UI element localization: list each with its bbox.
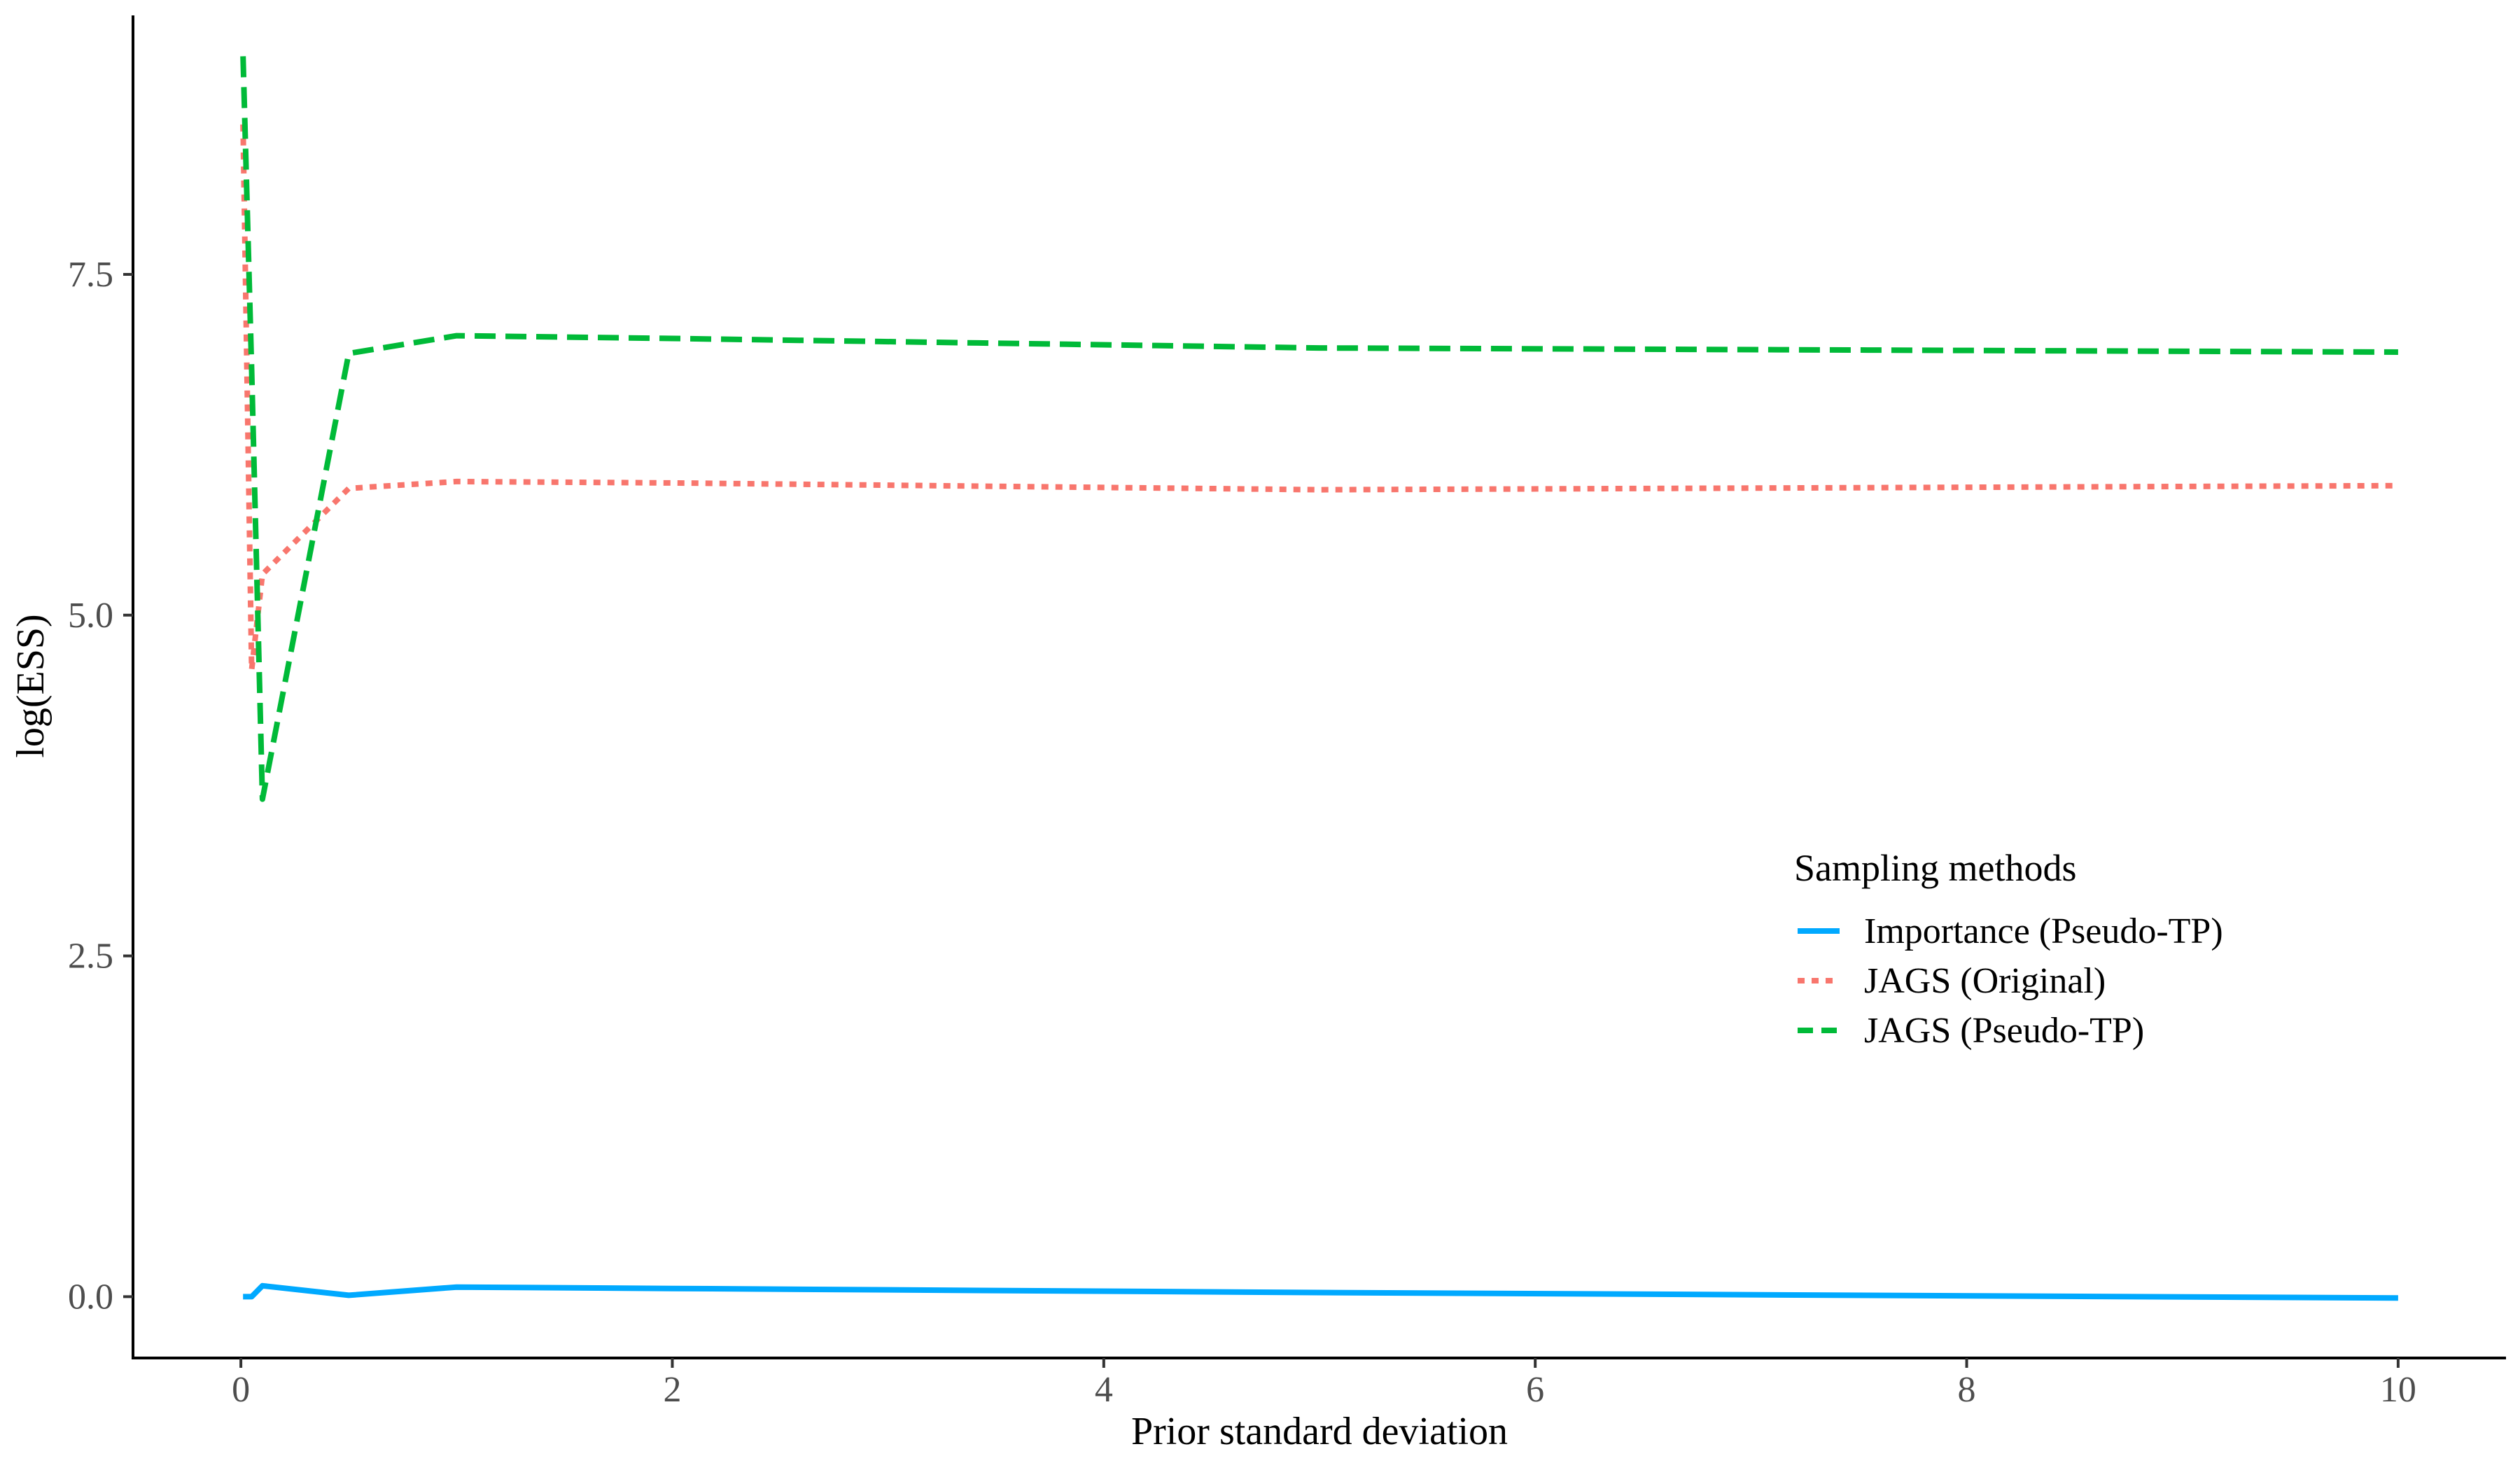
x-tick-label: 10: [2380, 1370, 2416, 1410]
legend-items: Importance (Pseudo-TP) JAGS (Original) JAG…: [1798, 911, 2223, 1051]
y-tick-label: 7.5: [68, 255, 113, 295]
series-line-3: [240, 56, 2398, 802]
legend-label-2: JAGS (Original): [1864, 961, 2106, 1001]
legend-label-1: Importance (Pseudo-TP): [1864, 911, 2223, 951]
series-line-1: [243, 1282, 2398, 1301]
y-tick-label: 2.5: [68, 937, 113, 976]
x-tick-label: 8: [1958, 1370, 1976, 1410]
legend-title: Sampling methods: [1794, 847, 2077, 889]
y-tick-label: 5.0: [68, 596, 113, 636]
x-tick-label: 4: [1095, 1370, 1113, 1410]
x-axis-ticks: 0 2 4 6 8 10: [232, 1358, 2416, 1410]
x-tick-label: 0: [232, 1370, 250, 1410]
y-axis-title: log(ESS): [9, 614, 52, 757]
series-lines: [240, 56, 2398, 1301]
legend-label-3: JAGS (Pseudo-TP): [1864, 1011, 2144, 1051]
legend: Sampling methods Importance (Pseudo-TP) J…: [1794, 847, 2223, 1051]
y-axis-ticks: 0.0 2.5 5.0 7.5: [68, 255, 133, 1317]
x-tick-label: 2: [663, 1370, 681, 1410]
x-tick-label: 6: [1526, 1370, 1544, 1410]
y-tick-label: 0.0: [68, 1277, 113, 1317]
x-axis-title: Prior standard deviation: [1131, 1410, 1508, 1453]
series-line-2: [240, 124, 2398, 673]
